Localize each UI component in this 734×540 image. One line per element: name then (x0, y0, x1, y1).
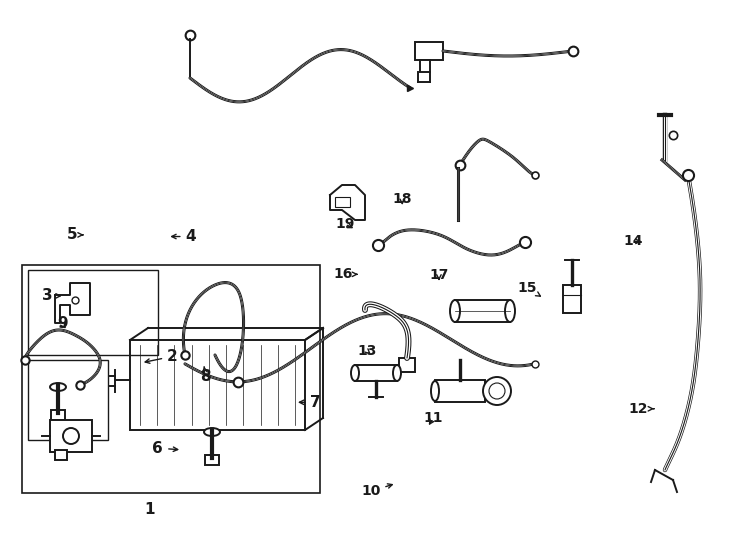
Bar (420, 60, 430, 72)
Text: 10: 10 (361, 484, 392, 498)
Bar (335, 197, 350, 207)
Circle shape (483, 377, 511, 405)
Ellipse shape (393, 365, 401, 381)
Bar (205, 455, 219, 465)
Bar (355, 365, 397, 381)
Bar (415, 42, 443, 60)
Text: 4: 4 (172, 229, 196, 244)
Bar (28, 270, 158, 355)
Text: 2: 2 (145, 349, 178, 364)
Text: 9: 9 (57, 316, 68, 332)
Text: 11: 11 (424, 411, 443, 426)
Bar (22, 265, 320, 493)
Ellipse shape (50, 383, 66, 391)
Ellipse shape (505, 300, 515, 322)
Bar (455, 300, 510, 322)
Bar (50, 420, 92, 452)
Bar (130, 340, 305, 430)
Bar (399, 358, 415, 372)
Bar (563, 285, 581, 313)
Text: 14: 14 (623, 234, 642, 248)
Ellipse shape (204, 428, 220, 436)
Text: 12: 12 (629, 402, 654, 416)
Bar (55, 450, 67, 460)
Text: 18: 18 (393, 192, 412, 206)
Ellipse shape (431, 381, 439, 401)
Text: 6: 6 (153, 441, 178, 456)
Bar (435, 380, 485, 402)
Text: 15: 15 (517, 281, 540, 296)
Text: 19: 19 (335, 217, 355, 231)
Text: 1: 1 (145, 503, 156, 517)
Text: 3: 3 (43, 288, 60, 303)
Text: 8: 8 (200, 367, 211, 384)
Text: 17: 17 (429, 268, 448, 282)
Text: 16: 16 (334, 267, 357, 281)
Ellipse shape (450, 300, 460, 322)
Text: 13: 13 (357, 344, 377, 358)
Bar (28, 360, 108, 440)
Text: 5: 5 (67, 227, 83, 242)
Bar (51, 410, 65, 420)
Ellipse shape (351, 365, 359, 381)
Text: 7: 7 (299, 395, 321, 410)
